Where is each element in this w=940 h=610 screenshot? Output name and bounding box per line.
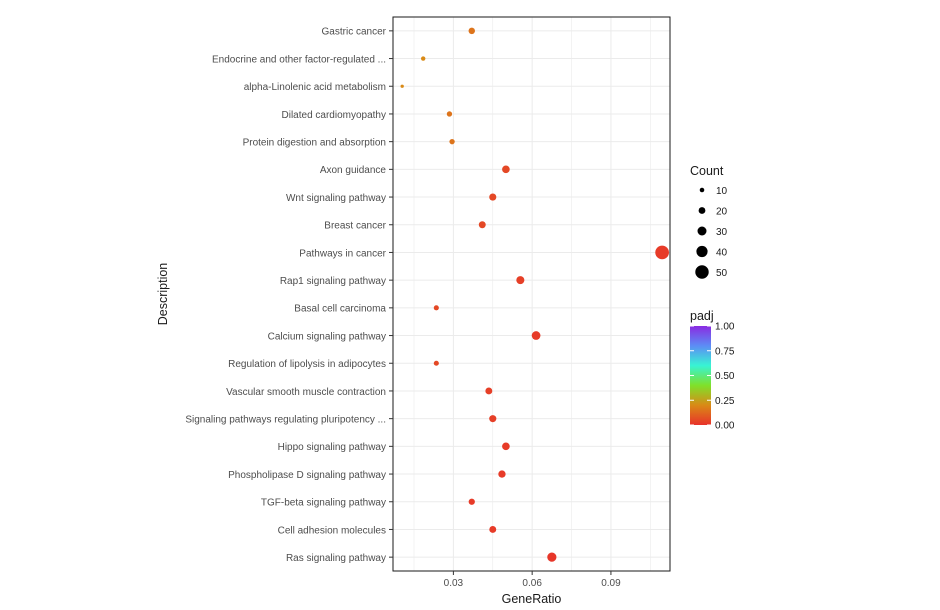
- plot-panel-border: [392, 16, 671, 572]
- category-label: alpha-Linolenic acid metabolism: [244, 82, 386, 93]
- count-legend-label: 10: [716, 186, 728, 197]
- count-legend-label: 50: [716, 268, 728, 279]
- count-legend-key: [698, 207, 706, 214]
- count-legend-key: [697, 226, 707, 236]
- category-label: Endocrine and other factor-regulated ...: [212, 54, 386, 65]
- padj-legend-label: 1.00: [715, 322, 735, 333]
- data-point: [446, 111, 453, 117]
- category-label: Dilated cardiomyopathy: [282, 110, 387, 121]
- data-point: [502, 442, 510, 451]
- category-label: Phospholipase D signaling pathway: [228, 470, 386, 481]
- data-point: [655, 245, 669, 260]
- grid-lines: [393, 17, 670, 571]
- count-legend-key: [699, 187, 705, 193]
- data-point: [547, 552, 557, 562]
- data-point: [502, 165, 510, 174]
- category-label: Signaling pathways regulating pluripoten…: [185, 414, 386, 425]
- category-label: Protein digestion and absorption: [243, 137, 386, 148]
- category-labels: Gastric cancer Endocrine and other factor…: [185, 27, 393, 564]
- category-label: Rap1 signaling pathway: [280, 276, 386, 287]
- data-point: [531, 331, 541, 340]
- y-axis-title: Description: [156, 263, 170, 326]
- count-size-legend: Count 10 20 30 40 50: [690, 164, 728, 279]
- padj-colorbar: [690, 326, 711, 425]
- count-legend-key: [696, 245, 708, 258]
- data-point: [468, 498, 475, 505]
- category-label: Cell adhesion molecules: [278, 525, 386, 536]
- category-label: Hippo signaling pathway: [278, 442, 386, 453]
- data-points: [400, 27, 669, 562]
- data-point: [489, 525, 497, 533]
- padj-legend-label: 0.00: [715, 421, 735, 432]
- count-legend-key: [695, 265, 709, 279]
- category-label: Calcium signaling pathway: [268, 331, 386, 342]
- category-label: Pathways in cancer: [299, 248, 386, 259]
- data-point: [498, 470, 506, 478]
- category-label: Axon guidance: [320, 165, 387, 176]
- category-label: Wnt signaling pathway: [286, 193, 386, 204]
- category-label: TGF-beta signaling pathway: [261, 498, 386, 509]
- category-label: Vascular smooth muscle contraction: [226, 387, 386, 398]
- data-point: [468, 27, 476, 35]
- padj-color-legend: padj 1.00 0.75 0.50 0.25 0.00: [690, 309, 735, 432]
- x-axis-ticks: 0.03 0.06 0.09: [444, 571, 621, 589]
- data-point: [433, 305, 439, 311]
- count-legend-label: 30: [716, 227, 728, 238]
- category-label: Regulation of lipolysis in adipocytes: [228, 359, 386, 370]
- padj-legend-label: 0.75: [715, 346, 735, 357]
- count-legend-label: 40: [716, 248, 728, 259]
- x-axis-title: GeneRatio: [502, 592, 562, 606]
- data-point: [478, 221, 486, 229]
- x-tick-label: 0.06: [522, 578, 542, 589]
- data-point: [485, 387, 493, 395]
- padj-legend-label: 0.25: [715, 396, 735, 407]
- category-label: Breast cancer: [324, 221, 386, 232]
- category-label: Ras signaling pathway: [286, 553, 386, 564]
- data-point: [420, 56, 426, 61]
- data-point: [516, 276, 525, 285]
- data-point: [433, 360, 439, 366]
- count-legend-title: Count: [690, 164, 724, 178]
- count-legend-label: 20: [716, 207, 728, 218]
- x-tick-label: 0.09: [601, 578, 621, 589]
- padj-legend-label: 0.50: [715, 371, 735, 382]
- data-point: [400, 84, 404, 88]
- category-label: Gastric cancer: [322, 27, 387, 38]
- data-point: [489, 193, 497, 201]
- data-point: [449, 138, 455, 145]
- x-tick-label: 0.03: [444, 578, 464, 589]
- data-point: [489, 415, 497, 423]
- category-label: Basal cell carcinoma: [294, 304, 386, 315]
- padj-legend-title: padj: [690, 309, 714, 323]
